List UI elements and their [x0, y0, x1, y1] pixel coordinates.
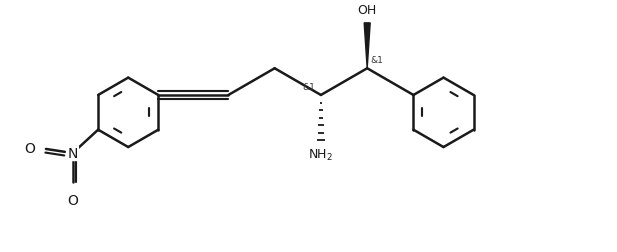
Polygon shape: [364, 24, 370, 69]
Text: O: O: [24, 141, 35, 155]
Text: O: O: [67, 193, 78, 207]
Text: N: N: [68, 146, 78, 161]
Text: NH$_2$: NH$_2$: [308, 147, 333, 163]
Text: OH: OH: [358, 4, 377, 17]
Text: &1: &1: [371, 56, 383, 65]
Text: &1: &1: [303, 83, 315, 91]
